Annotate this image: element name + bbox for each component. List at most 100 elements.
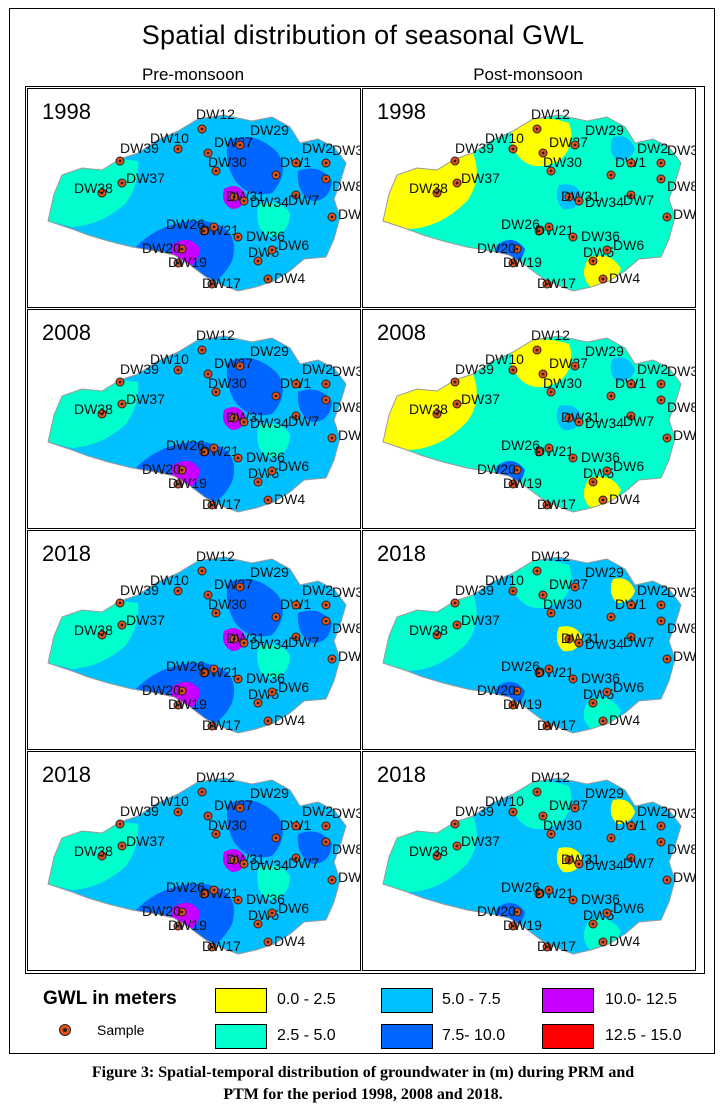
well-label-dw29: DW29 — [250, 785, 289, 801]
gwl-map: DW1DW2DW3DW4DW5DW6DW7DW8DW9DW10DW12DW17D… — [47, 327, 361, 513]
well-marker-dot — [547, 667, 551, 671]
well-label-dw31: DW31 — [226, 851, 265, 867]
well-marker-dot — [601, 940, 605, 944]
well-label-dw36: DW36 — [581, 228, 620, 244]
district-boundary — [382, 335, 682, 513]
well-label-dw3: DW3 — [332, 363, 361, 379]
well-marker-dot — [120, 402, 124, 406]
district-boundary — [47, 777, 347, 955]
well-label-dw19: DW19 — [503, 696, 542, 712]
well-marker-dot — [176, 368, 180, 372]
well-label-dw30: DW30 — [208, 375, 247, 391]
well-label-dw29: DW29 — [250, 343, 289, 359]
well-marker-dot — [549, 832, 553, 836]
well-label-dw34: DW34 — [250, 415, 289, 431]
well-label-dw39: DW39 — [455, 361, 494, 377]
well-label-dw26: DW26 — [501, 216, 540, 232]
gwl-map: DW1DW2DW3DW4DW5DW6DW7DW8DW9DW10DW12DW17D… — [47, 106, 360, 292]
well-label-dw39: DW39 — [120, 140, 159, 156]
well-marker-dot — [629, 856, 633, 860]
well-marker-dot — [659, 824, 663, 828]
well-label-dw26: DW26 — [166, 658, 205, 674]
well-marker-dot — [571, 898, 575, 902]
well-marker-dot — [659, 603, 663, 607]
well-label-dw10: DW10 — [150, 572, 189, 588]
well-marker-dot — [605, 469, 609, 473]
well-label-dw4: DW4 — [274, 933, 305, 949]
well-label-dw21: DW21 — [200, 664, 239, 680]
well-marker-dot — [200, 348, 204, 352]
well-label-dw34: DW34 — [585, 194, 624, 210]
well-marker-dot — [294, 414, 298, 418]
well-label-dw10: DW10 — [485, 351, 524, 367]
well-marker-dot — [547, 446, 551, 450]
well-marker-dot — [324, 603, 328, 607]
well-marker-dot — [206, 593, 210, 597]
well-marker-dot — [118, 380, 122, 384]
well-label-dw30: DW30 — [543, 375, 582, 391]
well-marker-dot — [541, 151, 545, 155]
well-label-dw2: DW2 — [637, 803, 668, 819]
district-boundary — [382, 556, 682, 734]
well-marker-dot — [270, 248, 274, 252]
well-label-dw4: DW4 — [609, 491, 640, 507]
well-label-dw6: DW6 — [613, 679, 644, 695]
well-marker-dot — [567, 195, 571, 199]
well-marker-dot — [242, 199, 246, 203]
well-label-dw21: DW21 — [200, 885, 239, 901]
well-label-dw4: DW4 — [274, 270, 305, 286]
well-label-dw39: DW39 — [455, 803, 494, 819]
well-label-dw34: DW34 — [585, 636, 624, 652]
panel-year: 2018 — [42, 541, 91, 566]
well-label-dw12: DW12 — [531, 327, 570, 343]
well-label-dw26: DW26 — [166, 437, 205, 453]
well-label-dw17: DW17 — [202, 717, 241, 733]
well-marker-dot — [535, 569, 539, 573]
well-marker-dot — [324, 840, 328, 844]
legend-label-4: 7.5- 10.0 — [442, 1027, 506, 1044]
well-label-dw3: DW3 — [667, 142, 696, 158]
well-label-dw2: DW2 — [302, 582, 333, 598]
well-label-dw9: DW9 — [338, 869, 361, 885]
well-label-dw8: DW8 — [667, 841, 696, 857]
well-label-dw38: DW38 — [74, 622, 113, 638]
well-marker-dot — [294, 382, 298, 386]
gwl-zone-light — [511, 781, 572, 830]
well-label-dw6: DW6 — [278, 679, 309, 695]
well-marker-dot — [541, 372, 545, 376]
legend-swatch-5 — [542, 988, 594, 1013]
well-label-dw21: DW21 — [200, 222, 239, 238]
well-marker-dot — [609, 173, 613, 177]
gwl-zone-light — [257, 865, 290, 900]
map-panel-2018-post: DW1DW2DW3DW4DW5DW6DW7DW8DW9DW10DW12DW17D… — [362, 751, 696, 971]
well-label-dw19: DW19 — [168, 254, 207, 270]
well-label-dw37: DW37 — [126, 391, 165, 407]
well-marker-dot — [270, 911, 274, 915]
well-marker-dot — [294, 824, 298, 828]
well-marker-dot — [176, 589, 180, 593]
well-marker-dot — [605, 248, 609, 252]
well-label-dw9: DW9 — [338, 427, 361, 443]
well-label-dw7: DW7 — [623, 634, 654, 650]
well-marker-dot — [573, 143, 577, 147]
well-label-dw12: DW12 — [531, 548, 570, 564]
well-marker-dot — [210, 282, 214, 286]
well-marker-dot — [324, 398, 328, 402]
well-marker-dot — [511, 589, 515, 593]
well-marker-dot — [238, 143, 242, 147]
well-marker-dot — [659, 619, 663, 623]
well-label-dw7: DW7 — [288, 855, 319, 871]
well-marker-dot — [176, 924, 180, 928]
well-marker-dot — [212, 446, 216, 450]
well-label-dw20: DW20 — [477, 682, 516, 698]
well-marker-dot — [120, 844, 124, 848]
well-marker-dot — [202, 671, 206, 675]
well-marker-dot — [294, 635, 298, 639]
well-marker-dot — [537, 671, 541, 675]
well-marker-dot — [605, 690, 609, 694]
well-marker-dot — [210, 503, 214, 507]
sample-marker-icon — [59, 1024, 71, 1036]
well-label-dw31: DW31 — [561, 851, 600, 867]
well-label-dw19: DW19 — [168, 696, 207, 712]
gwl-zone-hot — [610, 136, 635, 161]
